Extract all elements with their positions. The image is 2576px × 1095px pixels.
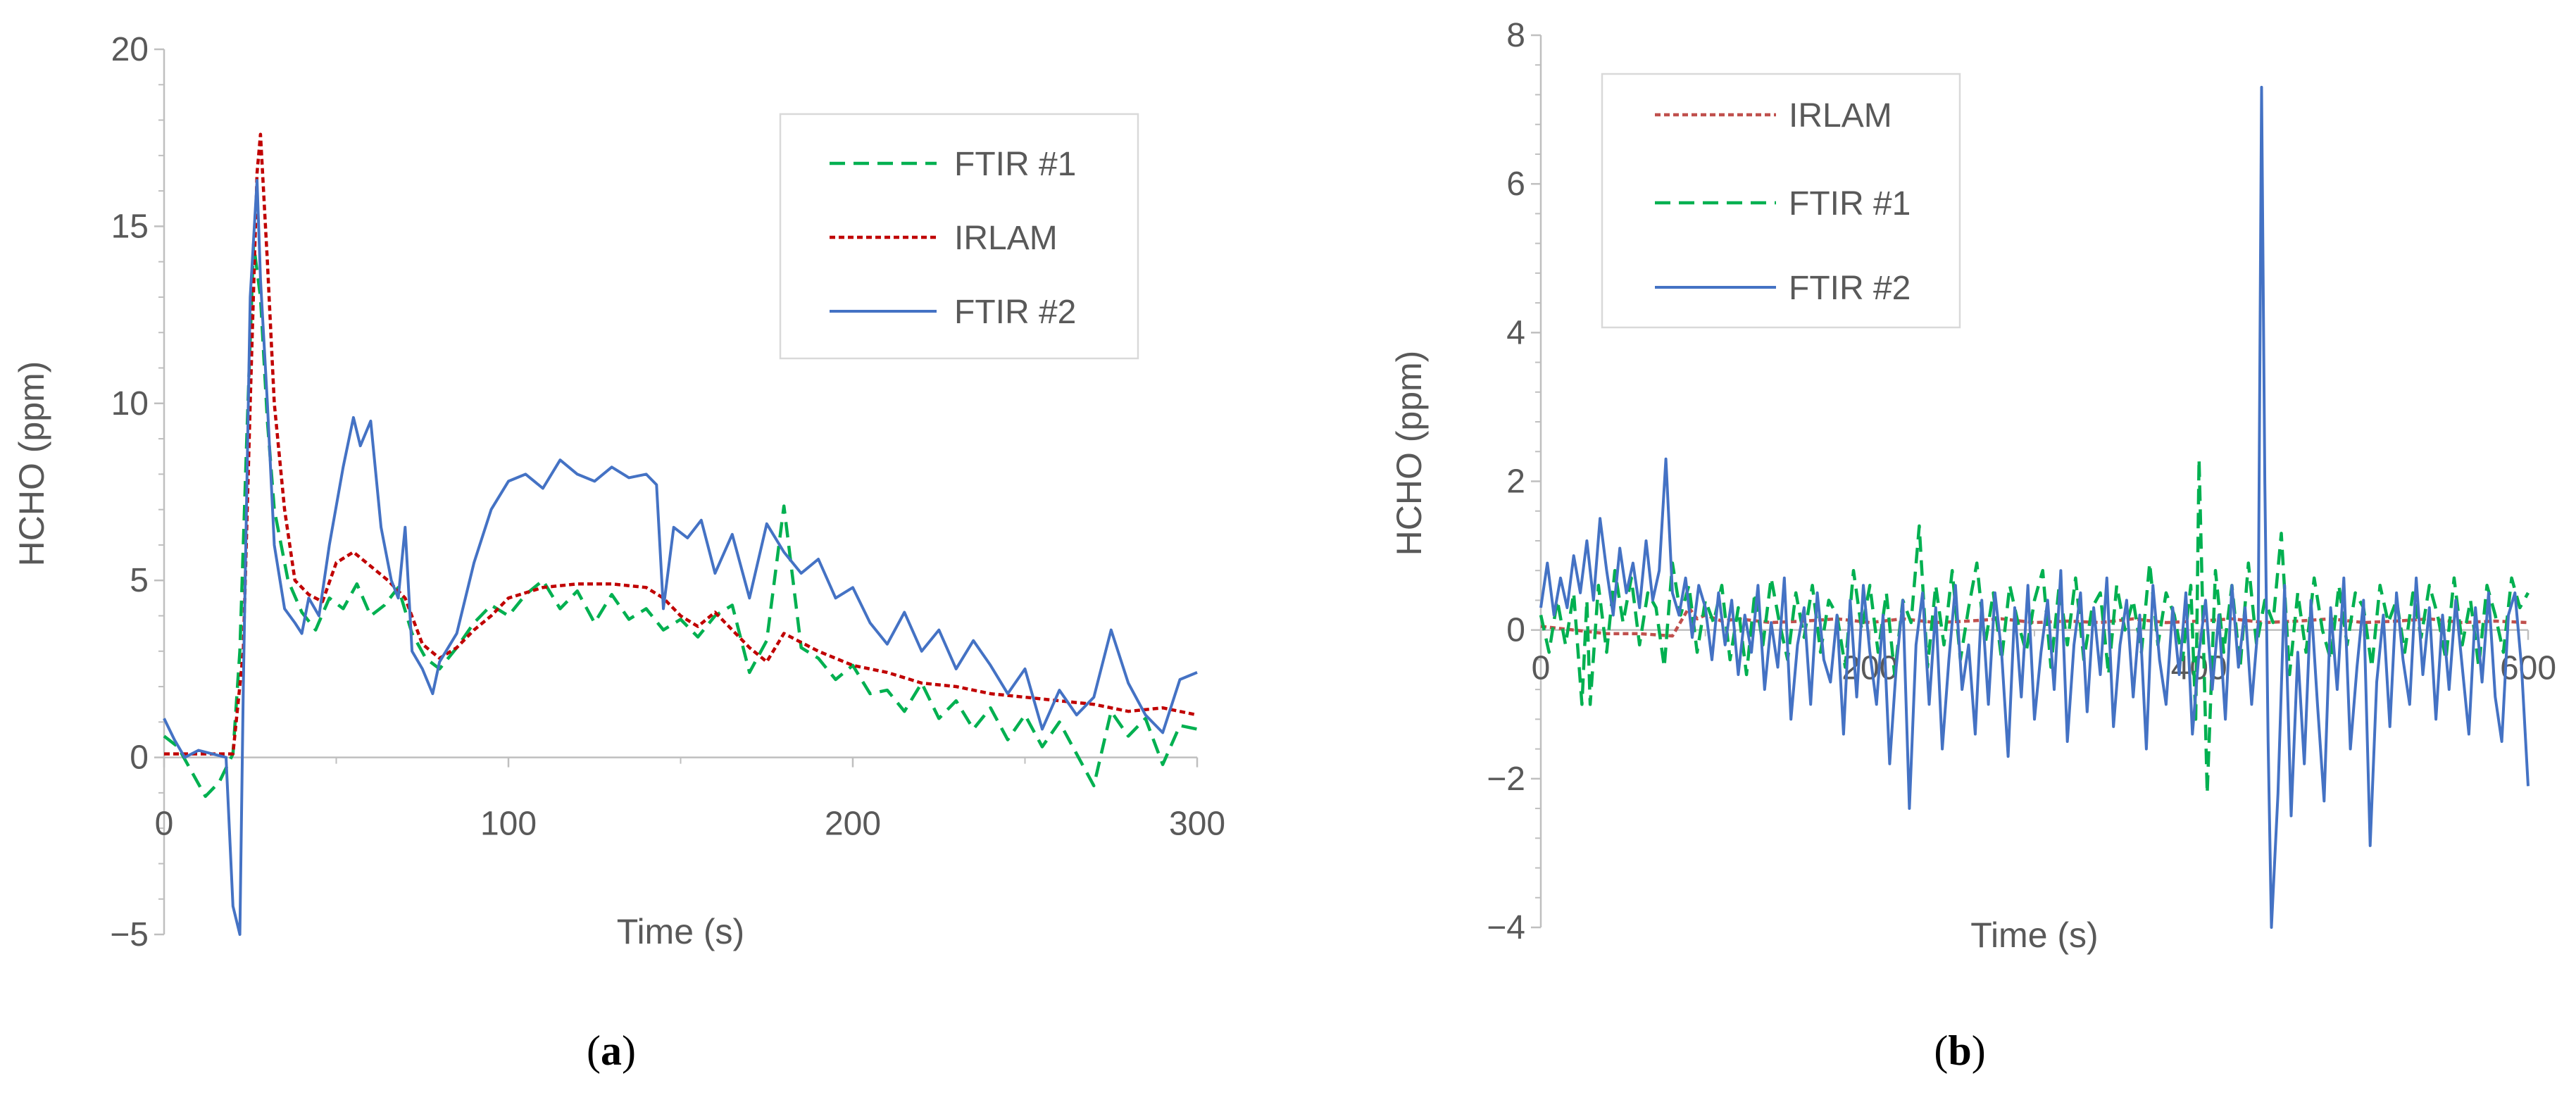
series-line-ftir-1: [1539, 457, 2530, 796]
y-tick-label: 15: [111, 208, 149, 245]
y-tick-label: 10: [111, 385, 149, 423]
y-tick-label: 20: [111, 31, 149, 68]
panel-label-open: (: [587, 1027, 601, 1074]
x-tick-label: 200: [825, 806, 881, 843]
y-tick-label: 4: [1506, 314, 1525, 351]
legend-label: IRLAM: [1789, 97, 1892, 134]
y-tick-label: 6: [1506, 165, 1525, 203]
y-tick-label: −5: [110, 916, 149, 953]
y-tick-label: 5: [130, 562, 149, 599]
legend-label: IRLAM: [954, 220, 1058, 257]
series-line-ftir-1: [163, 242, 1198, 799]
panel-label-letter: b: [1948, 1027, 1971, 1074]
y-axis-title: HCHO (ppm): [12, 361, 51, 567]
panel-label: (a): [587, 1027, 636, 1074]
legend-label: FTIR #1: [954, 146, 1076, 183]
x-tick-label: 600: [2500, 650, 2556, 687]
x-axis-title: Time (s): [617, 912, 744, 951]
x-tick-label: 0: [155, 806, 174, 843]
series-line-ftir-2: [163, 179, 1198, 936]
y-tick-label: 0: [1506, 612, 1525, 649]
legend-label: FTIR #1: [1789, 185, 1911, 223]
panel-label-close: ): [1972, 1027, 1986, 1074]
legend-box: [1601, 73, 1961, 329]
legend-label: FTIR #2: [1789, 270, 1911, 307]
x-tick-label: 0: [1532, 650, 1551, 687]
panel-label-close: ): [622, 1027, 636, 1074]
legend-label: FTIR #2: [954, 294, 1076, 331]
y-tick-label: −4: [1487, 909, 1525, 946]
x-tick-label: 300: [1169, 806, 1225, 843]
series-line-irlam: [1540, 606, 2529, 638]
y-tick-label: 8: [1506, 17, 1525, 54]
y-axis-title: HCHO (ppm): [1389, 351, 1429, 556]
series-line-irlam: [164, 132, 1198, 756]
y-tick-label: 2: [1506, 463, 1525, 501]
panel-label-open: (: [1934, 1027, 1948, 1074]
series-line-ftir-2: [1539, 85, 2530, 929]
panel-label-letter: a: [601, 1027, 622, 1074]
x-tick-label: 100: [480, 806, 537, 843]
y-tick-label: −2: [1487, 761, 1525, 798]
panel-label: (b): [1934, 1027, 1985, 1074]
y-tick-label: 0: [130, 739, 149, 777]
x-axis-title: Time (s): [1970, 915, 2098, 955]
